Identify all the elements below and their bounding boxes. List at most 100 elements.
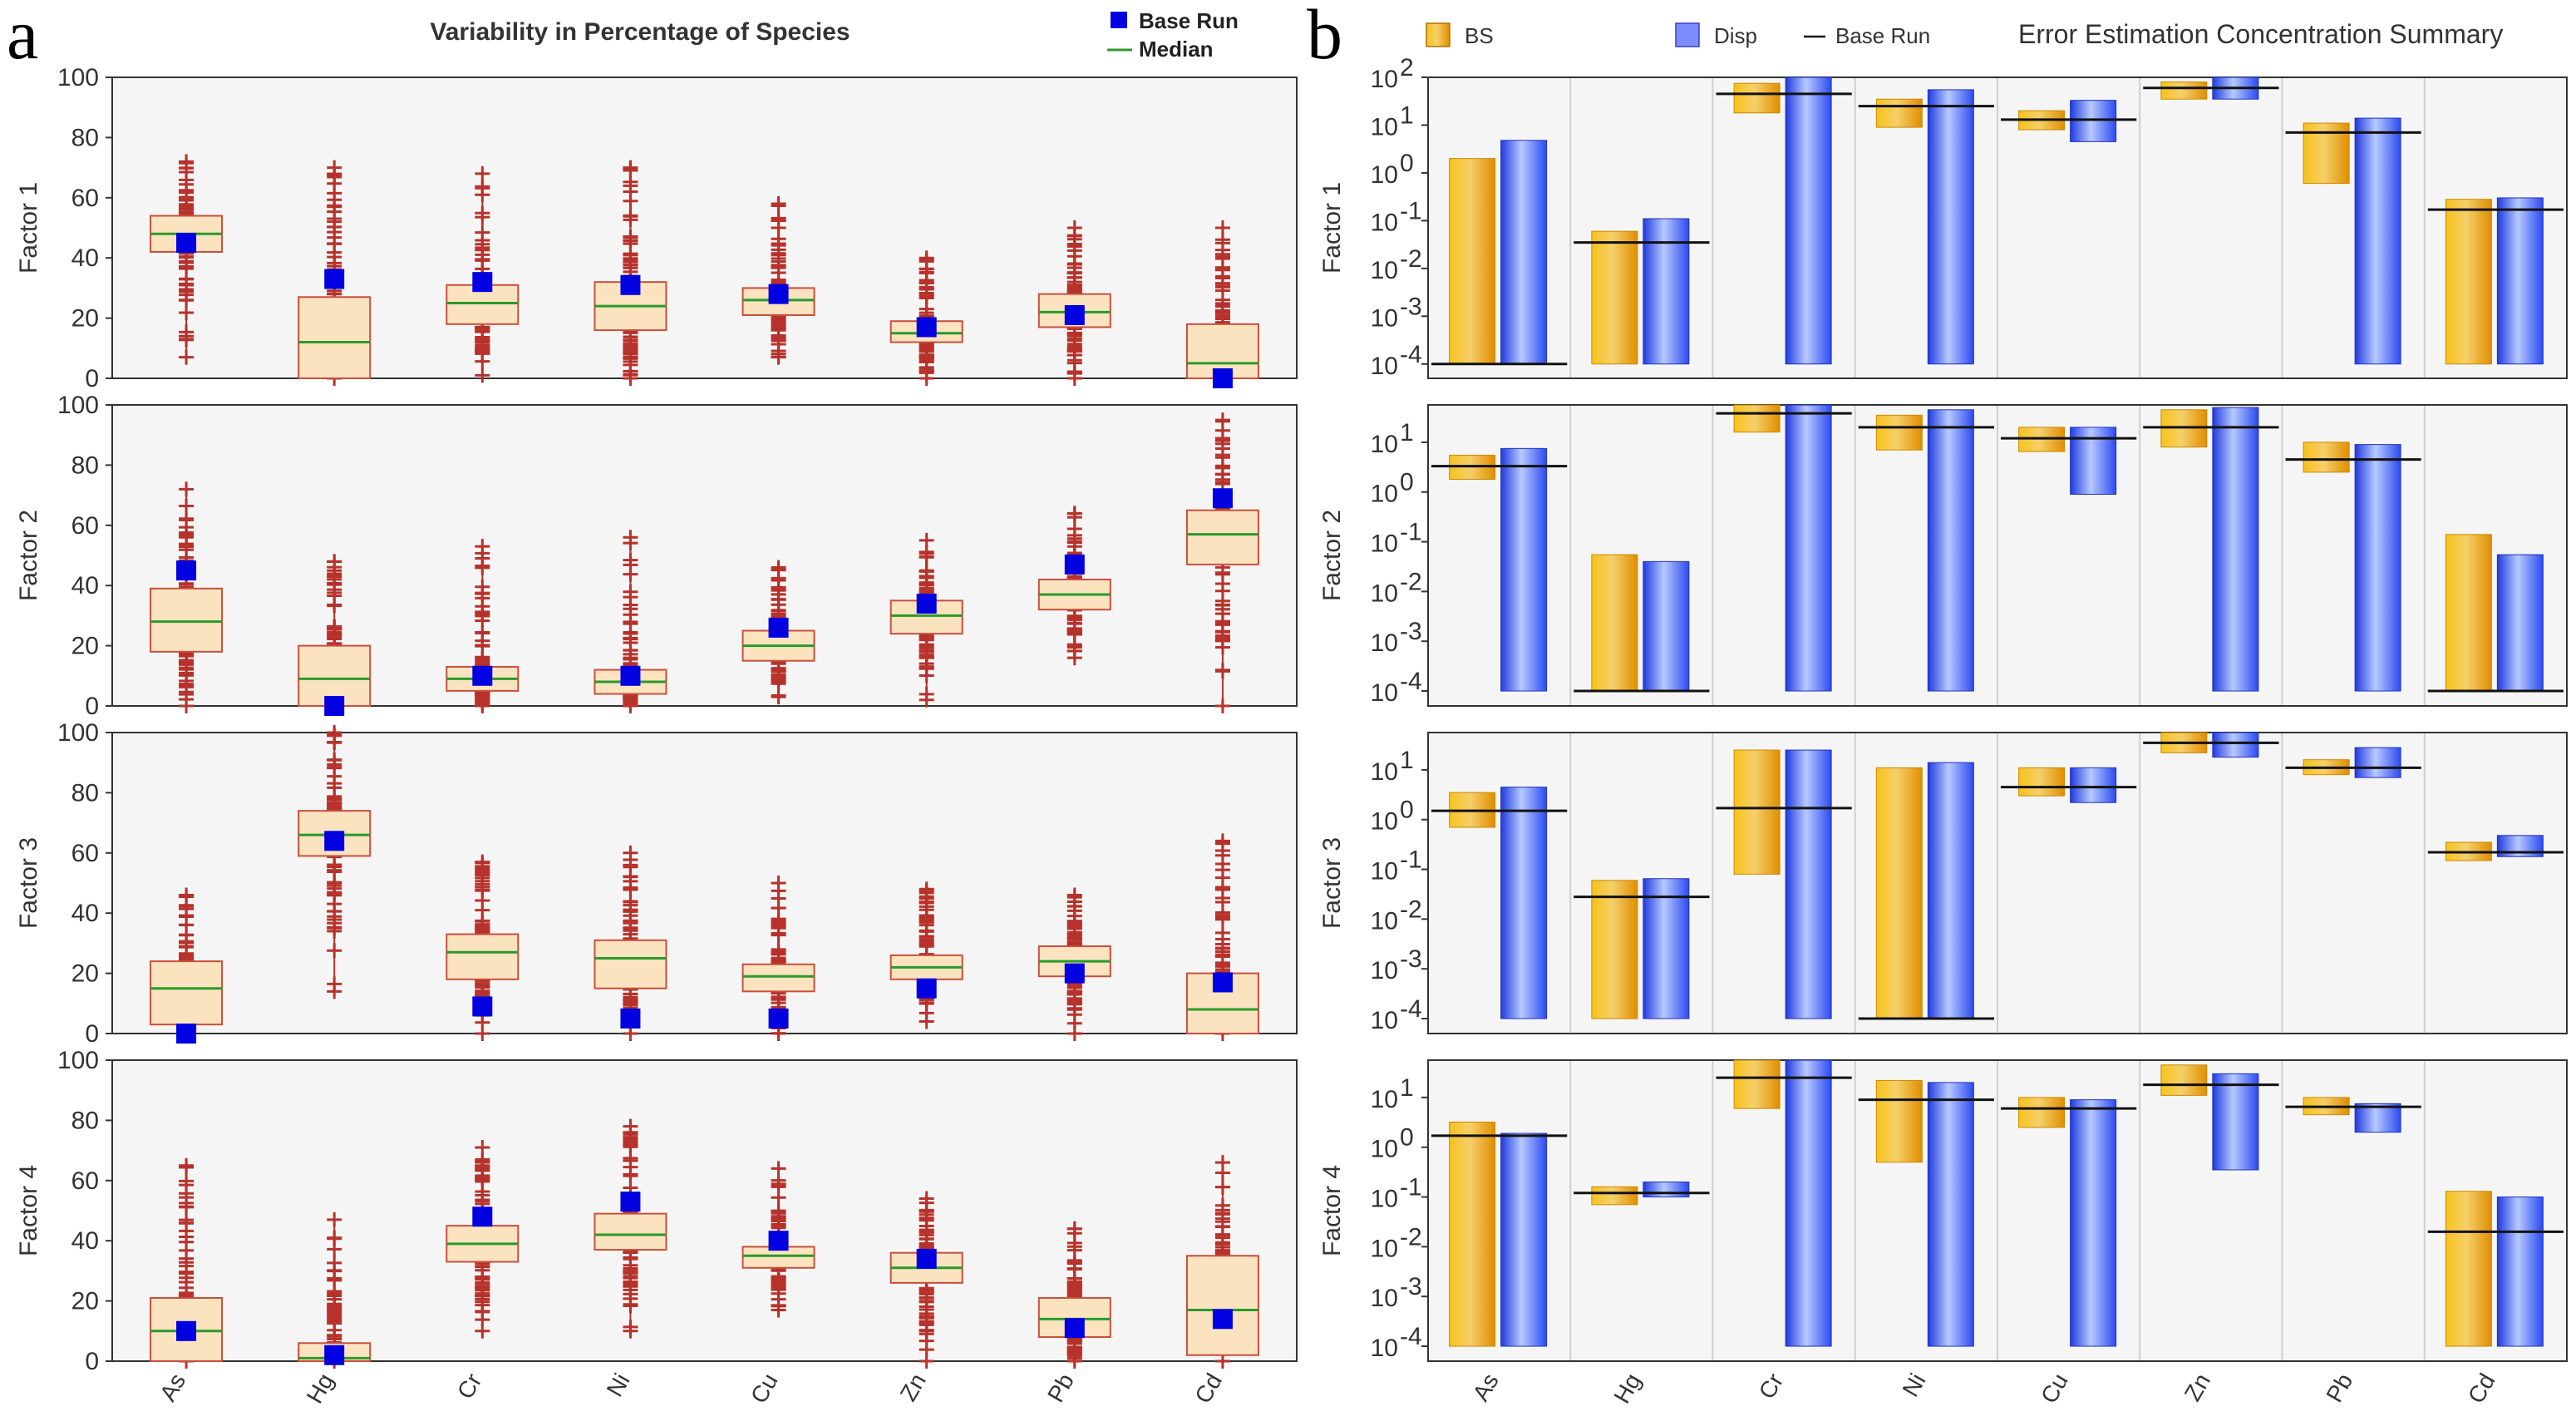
base-run-marker <box>176 233 197 254</box>
bar-group-Pb <box>2285 117 2421 365</box>
base-run-marker <box>916 978 937 999</box>
chart-b-legend: BS Disp Base Run <box>1426 22 1930 48</box>
bs-bar <box>1733 404 1781 433</box>
disp-bar <box>1643 218 1690 365</box>
y-tick-label: 40 <box>71 244 99 272</box>
disp-bar <box>1927 1082 1974 1347</box>
base-run-marker <box>176 1320 197 1341</box>
base-run-marker <box>324 1345 345 1365</box>
y-axis-label: Factor 1 <box>15 182 42 274</box>
box-Hg <box>298 1211 372 1369</box>
x-category-label: Ni <box>602 1369 635 1401</box>
x-category-label: Pb <box>1042 1369 1079 1407</box>
disp-bar <box>2354 747 2401 778</box>
boxplot-panel-factor-4: 0 20 40 60 80 100 Factor 4 As Hg Cr Ni Cu Zn Pb Cd <box>15 1047 1298 1409</box>
box-Zn <box>889 1191 963 1369</box>
y-tick-label: 80 <box>71 124 99 151</box>
base-run-marker <box>1064 963 1085 984</box>
base-run-marker <box>472 272 493 293</box>
box-Cd <box>1185 412 1259 713</box>
legend-base-run-label: Base Run <box>1139 8 1239 33</box>
box-Zn <box>889 250 963 386</box>
bar-group-Zn <box>2143 1064 2279 1171</box>
bar-group-Pb <box>2285 1097 2421 1133</box>
bar-group-Cd <box>2427 835 2564 861</box>
iqr-box <box>446 933 520 980</box>
x-category-label: Hg <box>302 1369 339 1409</box>
y-tick-label: 0 <box>85 365 99 392</box>
bar-group-Hg <box>1574 1182 1710 1206</box>
base-run-marker <box>1212 368 1233 388</box>
disp-bar <box>2070 100 2117 142</box>
y-tick-label: 80 <box>71 451 99 479</box>
disp-bar <box>1785 404 1832 692</box>
bar-group-As <box>1431 447 1568 692</box>
disp-bar <box>2212 732 2259 758</box>
disp-bar <box>1785 1059 1832 1347</box>
y-tick-label: 10 <box>1371 1136 1398 1163</box>
disp-bar <box>1927 89 1974 365</box>
y-tick-label: 60 <box>71 512 99 540</box>
y-tick-label: 10 <box>1371 257 1398 284</box>
legend-bs-label: BS <box>1465 23 1494 48</box>
box-Cr <box>446 539 520 713</box>
y-tick-label: 60 <box>71 1167 99 1195</box>
y-tick-label: 10 <box>1371 1235 1398 1262</box>
base-run-marker <box>620 1008 641 1029</box>
bar-group-Ni <box>1858 89 1994 365</box>
disp-bar <box>2354 444 2401 692</box>
iqr-box <box>150 587 224 653</box>
box-As <box>150 481 224 713</box>
base-run-marker <box>1212 488 1233 509</box>
y-tick-exponent: -2 <box>1400 245 1422 273</box>
bar-group-Pb <box>2285 747 2421 778</box>
y-tick-label: 10 <box>1371 66 1398 93</box>
disp-bar <box>1643 1182 1690 1198</box>
bar-group-Cd <box>2427 534 2564 693</box>
disp-bar <box>1500 447 1548 692</box>
base-run-marker <box>768 284 789 304</box>
y-tick-label: 80 <box>71 1107 99 1134</box>
y-tick-label: 10 <box>1371 1007 1398 1034</box>
y-tick-exponent: -3 <box>1400 618 1422 645</box>
y-tick-label: 10 <box>1371 1335 1398 1362</box>
bar-group-Hg <box>1574 878 1710 1019</box>
legend-disp-icon <box>1675 22 1700 47</box>
base-run-marker <box>768 1231 789 1251</box>
box-As <box>150 1157 224 1369</box>
box-Cr <box>446 854 520 1041</box>
y-tick-label: 10 <box>1371 580 1398 607</box>
disp-bar <box>1785 76 1832 365</box>
disp-bar <box>2212 407 2259 692</box>
bs-bar <box>1875 767 1923 1019</box>
y-tick-label: 100 <box>57 1047 99 1074</box>
base-run-marker <box>472 1206 493 1227</box>
y-tick-label: 100 <box>57 64 99 91</box>
bs-bar <box>1591 230 1638 365</box>
iqr-box <box>1185 1255 1259 1356</box>
bs-bar <box>1875 1079 1923 1163</box>
x-category-label: Cu <box>2036 1369 2073 1409</box>
y-tick-exponent: -3 <box>1400 293 1422 320</box>
bs-bar <box>2160 1064 2208 1096</box>
y-tick-label: 0 <box>85 1020 99 1048</box>
y-tick-label: 40 <box>71 572 99 600</box>
y-tick-label: 10 <box>1371 481 1398 508</box>
bar-group-Zn <box>2143 407 2279 692</box>
box-Cu <box>741 876 815 1041</box>
legend-disp-label: Disp <box>1714 23 1757 48</box>
disp-bar <box>2496 197 2544 365</box>
y-tick-exponent: 0 <box>1400 1124 1414 1152</box>
base-run-marker <box>1064 304 1085 325</box>
disp-bar <box>2354 1103 2401 1133</box>
box-Cr <box>446 165 520 383</box>
plot-area <box>111 732 1298 1034</box>
box-Ni <box>594 1118 667 1339</box>
y-axis-label: Factor 2 <box>1318 510 1346 601</box>
legend-base-run-b-label: Base Run <box>1835 23 1930 48</box>
base-run-marker <box>768 617 789 638</box>
y-tick-label: 10 <box>1371 1285 1398 1312</box>
box-Pb <box>1037 506 1111 666</box>
disp-bar <box>2354 117 2401 365</box>
box-Cd <box>1185 1155 1259 1369</box>
